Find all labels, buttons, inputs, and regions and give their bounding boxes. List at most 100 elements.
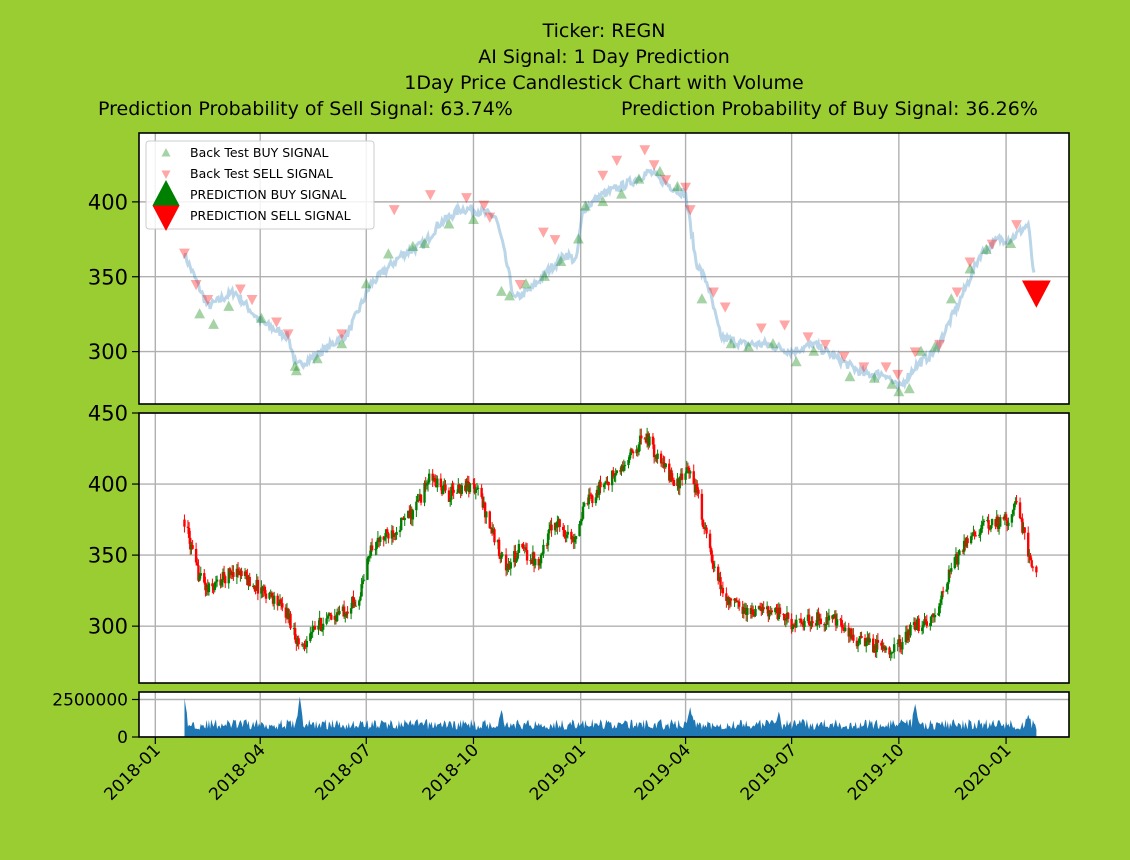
candle-up bbox=[896, 643, 899, 645]
candle-down bbox=[686, 467, 690, 469]
candle-up bbox=[556, 521, 559, 528]
candle-up bbox=[305, 640, 309, 648]
candle-down bbox=[1031, 566, 1035, 568]
backtest-buy-marker bbox=[1005, 237, 1017, 248]
candle-down bbox=[786, 612, 790, 619]
backtest-buy-marker bbox=[419, 237, 430, 248]
backtest-buy-marker bbox=[208, 318, 219, 329]
candle-up bbox=[534, 558, 537, 566]
backtest-buy-marker bbox=[893, 386, 905, 397]
candle-down bbox=[631, 451, 635, 454]
backtest-sell-marker bbox=[484, 212, 496, 223]
backtest-sell-marker bbox=[964, 257, 976, 268]
candle-up bbox=[754, 608, 757, 616]
candle-down bbox=[196, 562, 199, 566]
candle-down bbox=[224, 576, 227, 584]
candle-up bbox=[345, 611, 348, 616]
backtest-buy-marker bbox=[555, 255, 567, 266]
candle-up bbox=[962, 540, 966, 552]
backtest-buy-marker bbox=[255, 312, 267, 323]
candle-up bbox=[598, 481, 601, 495]
candle-up bbox=[856, 642, 860, 647]
candle-down bbox=[817, 612, 820, 622]
candle-up bbox=[501, 554, 504, 556]
candle-down bbox=[712, 563, 715, 568]
candle-down bbox=[697, 489, 700, 494]
candle-down bbox=[1004, 514, 1008, 521]
candle-up bbox=[360, 584, 363, 597]
backtest-buy-marker bbox=[945, 293, 957, 304]
candle-down bbox=[941, 591, 945, 593]
legend-label: Back Test BUY SIGNAL bbox=[190, 145, 328, 160]
candle-up bbox=[628, 455, 631, 460]
candle-down bbox=[708, 533, 712, 549]
x-tick-label: 2018-04 bbox=[205, 740, 269, 804]
candle-down bbox=[562, 526, 565, 530]
x-tick-label: 2018-07 bbox=[311, 740, 375, 804]
candle-down bbox=[194, 548, 198, 563]
candle-up bbox=[272, 595, 276, 604]
candle-down bbox=[770, 610, 774, 613]
candle-up bbox=[379, 536, 382, 542]
backtest-buy-marker bbox=[844, 371, 856, 382]
candle-down bbox=[811, 621, 814, 624]
candle-down bbox=[524, 547, 528, 551]
candle-down bbox=[303, 644, 306, 646]
candle-up bbox=[335, 612, 339, 622]
backtest-sell-marker bbox=[858, 362, 870, 373]
candle-up bbox=[361, 580, 364, 585]
candle-up bbox=[989, 525, 993, 530]
candle-down bbox=[183, 519, 186, 527]
volume-frame bbox=[138, 691, 1070, 738]
candle-down bbox=[630, 449, 634, 452]
backtest-sell-marker bbox=[909, 347, 921, 358]
candle-up bbox=[321, 623, 325, 630]
candle-up bbox=[615, 470, 619, 474]
candle-up bbox=[220, 580, 223, 586]
candle-up bbox=[999, 517, 1002, 527]
candle-down bbox=[319, 617, 323, 632]
candle-up bbox=[945, 589, 948, 592]
candle-up bbox=[548, 529, 551, 534]
candle-down bbox=[687, 467, 691, 474]
candle-down bbox=[717, 566, 720, 581]
candle-down bbox=[1015, 501, 1018, 503]
candle-up bbox=[436, 478, 439, 488]
candle-up bbox=[398, 530, 402, 532]
candle-down bbox=[692, 471, 695, 485]
price-y-tick-label: 450 bbox=[88, 402, 128, 426]
candle-up bbox=[685, 467, 688, 474]
candle-down bbox=[563, 529, 566, 537]
x-axis: 2018-01 2018-04 2018-07 2018-10 2019-01 2019-… bbox=[100, 737, 1016, 805]
candle-up bbox=[638, 435, 642, 445]
candle-up bbox=[997, 526, 1001, 529]
candle-down bbox=[346, 611, 349, 614]
backtest-buy-marker bbox=[290, 365, 302, 376]
backtest-sell-marker bbox=[514, 280, 526, 291]
backtest-buy-marker bbox=[672, 180, 683, 192]
candle-down bbox=[386, 529, 389, 534]
candle-down bbox=[431, 473, 434, 481]
candle-up bbox=[892, 644, 896, 652]
candle-down bbox=[734, 598, 737, 601]
candle-up bbox=[515, 558, 518, 562]
candle-up bbox=[990, 519, 994, 526]
candle-up bbox=[199, 573, 202, 576]
candle-up bbox=[426, 482, 430, 485]
candle-down bbox=[473, 484, 476, 493]
legend-buy-icon bbox=[161, 148, 171, 157]
candle-up bbox=[455, 492, 459, 494]
candle-down bbox=[917, 618, 920, 632]
candle-down bbox=[330, 614, 333, 620]
candle-up bbox=[784, 619, 788, 621]
candle-down bbox=[444, 484, 447, 491]
price-y-tick-label: 300 bbox=[88, 615, 128, 639]
candle-down bbox=[1030, 560, 1033, 567]
candle-up bbox=[1010, 514, 1014, 523]
candle-down bbox=[264, 593, 268, 599]
backtest-sell-marker bbox=[660, 175, 672, 186]
candle-up bbox=[713, 566, 716, 568]
candle-up bbox=[825, 617, 828, 625]
candle-down bbox=[504, 554, 508, 571]
title-sell-probability: Prediction Probability of Sell Signal: 6… bbox=[98, 98, 513, 120]
